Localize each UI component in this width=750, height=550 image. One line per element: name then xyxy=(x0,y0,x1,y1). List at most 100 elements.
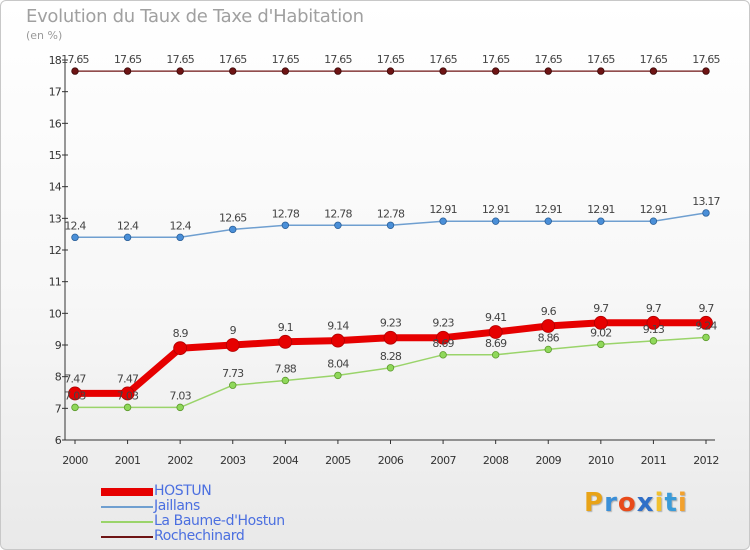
x-tick-label: 2009 xyxy=(535,454,561,467)
data-label: 8.69 xyxy=(485,337,507,350)
data-point xyxy=(71,403,79,412)
data-label: 7.88 xyxy=(275,362,297,375)
data-label: 8.86 xyxy=(538,331,560,344)
data-point xyxy=(544,345,552,354)
data-label: 7.73 xyxy=(222,367,244,380)
data-point xyxy=(439,351,447,359)
data-label: 17.65 xyxy=(272,53,300,66)
data-point xyxy=(541,319,556,333)
data-point xyxy=(173,341,188,356)
data-point xyxy=(491,217,500,225)
data-point xyxy=(597,217,605,225)
data-label: 9.7 xyxy=(593,302,609,315)
x-tick-label: 2003 xyxy=(220,454,246,467)
x-tick-label: 2005 xyxy=(325,454,351,467)
x-tick-label: 2002 xyxy=(167,454,193,467)
data-label: 9.24 xyxy=(695,319,717,332)
data-label: 9.7 xyxy=(646,302,662,315)
data-point xyxy=(71,233,79,242)
data-label: 17.65 xyxy=(219,53,247,66)
data-label: 12.65 xyxy=(219,211,247,224)
data-label: 7.03 xyxy=(64,389,86,402)
data-point xyxy=(334,371,342,380)
data-point xyxy=(123,233,132,242)
logo-letter: t xyxy=(664,488,678,518)
data-label: 8.04 xyxy=(327,357,349,370)
y-tick-label: 18 xyxy=(49,54,62,67)
data-label: 12.91 xyxy=(482,203,510,216)
data-point xyxy=(386,364,395,372)
data-label: 12.91 xyxy=(587,203,615,216)
data-point xyxy=(176,233,184,242)
data-point xyxy=(597,340,605,349)
data-point xyxy=(334,221,342,229)
data-point xyxy=(649,337,658,345)
data-label: 17.65 xyxy=(692,53,720,66)
legend-label: La Baume-d'Hostun xyxy=(154,513,285,529)
data-label: 9.02 xyxy=(590,326,611,339)
data-point xyxy=(649,67,658,75)
data-point xyxy=(229,381,237,389)
logo-letter: i xyxy=(654,488,665,518)
data-label: 12.91 xyxy=(640,203,668,216)
data-point xyxy=(699,315,713,330)
data-label: 12.78 xyxy=(377,207,405,220)
data-point xyxy=(491,67,500,75)
data-point xyxy=(123,403,132,412)
x-tick-label: 2007 xyxy=(430,454,456,467)
x-tick-label: 2006 xyxy=(378,454,404,467)
data-point xyxy=(597,67,605,75)
x-tick-label: 2012 xyxy=(693,454,719,467)
data-point xyxy=(702,333,710,342)
data-point xyxy=(176,403,184,412)
data-point xyxy=(386,221,395,229)
legend-swatch xyxy=(101,488,153,496)
data-label: 17.65 xyxy=(587,53,615,66)
data-label: 7.47 xyxy=(64,372,86,385)
data-point xyxy=(491,351,500,359)
data-point xyxy=(229,225,237,234)
data-label: 17.65 xyxy=(535,53,563,66)
proxiti-logo: Proxiti xyxy=(584,488,688,518)
data-point xyxy=(544,67,552,75)
data-point xyxy=(120,386,135,401)
data-label: 17.65 xyxy=(324,53,352,66)
data-label: 12.78 xyxy=(272,207,300,220)
y-tick-label: 15 xyxy=(49,149,62,162)
data-label: 9.41 xyxy=(485,311,506,324)
data-point xyxy=(278,334,293,349)
data-point xyxy=(229,67,237,75)
y-tick-label: 10 xyxy=(49,307,62,320)
y-tick-label: 13 xyxy=(49,212,62,225)
logo-letter: x xyxy=(636,488,655,518)
y-tick-label: 11 xyxy=(49,276,61,289)
x-tick-label: 2008 xyxy=(483,454,509,467)
data-label: 7.03 xyxy=(170,389,192,402)
data-label: 9.14 xyxy=(327,320,349,333)
data-point xyxy=(488,325,503,339)
data-point xyxy=(281,67,290,75)
x-tick-label: 2004 xyxy=(273,454,299,467)
data-label: 8.69 xyxy=(432,337,454,350)
data-label: 9.7 xyxy=(698,302,714,315)
data-point xyxy=(646,315,661,330)
x-tick-label: 2011 xyxy=(641,454,667,467)
x-tick-label: 2000 xyxy=(62,454,88,467)
data-label: 12.91 xyxy=(429,203,457,216)
data-label: 12.4 xyxy=(170,219,192,232)
data-point xyxy=(386,67,395,75)
x-tick-label: 2001 xyxy=(115,454,141,467)
data-label: 17.65 xyxy=(166,53,194,66)
data-label: 8.28 xyxy=(380,350,402,363)
data-label: 9.23 xyxy=(380,317,402,330)
data-label: 9.1 xyxy=(278,321,293,334)
data-label: 17.65 xyxy=(640,53,668,66)
data-point xyxy=(702,209,710,217)
legend-label: Jaillans xyxy=(154,498,200,514)
unit-label: (en %) xyxy=(26,29,63,42)
y-tick-label: 6 xyxy=(55,434,62,447)
logo-letter: P xyxy=(584,488,605,518)
data-point xyxy=(544,217,552,225)
data-label: 12.78 xyxy=(324,207,352,220)
